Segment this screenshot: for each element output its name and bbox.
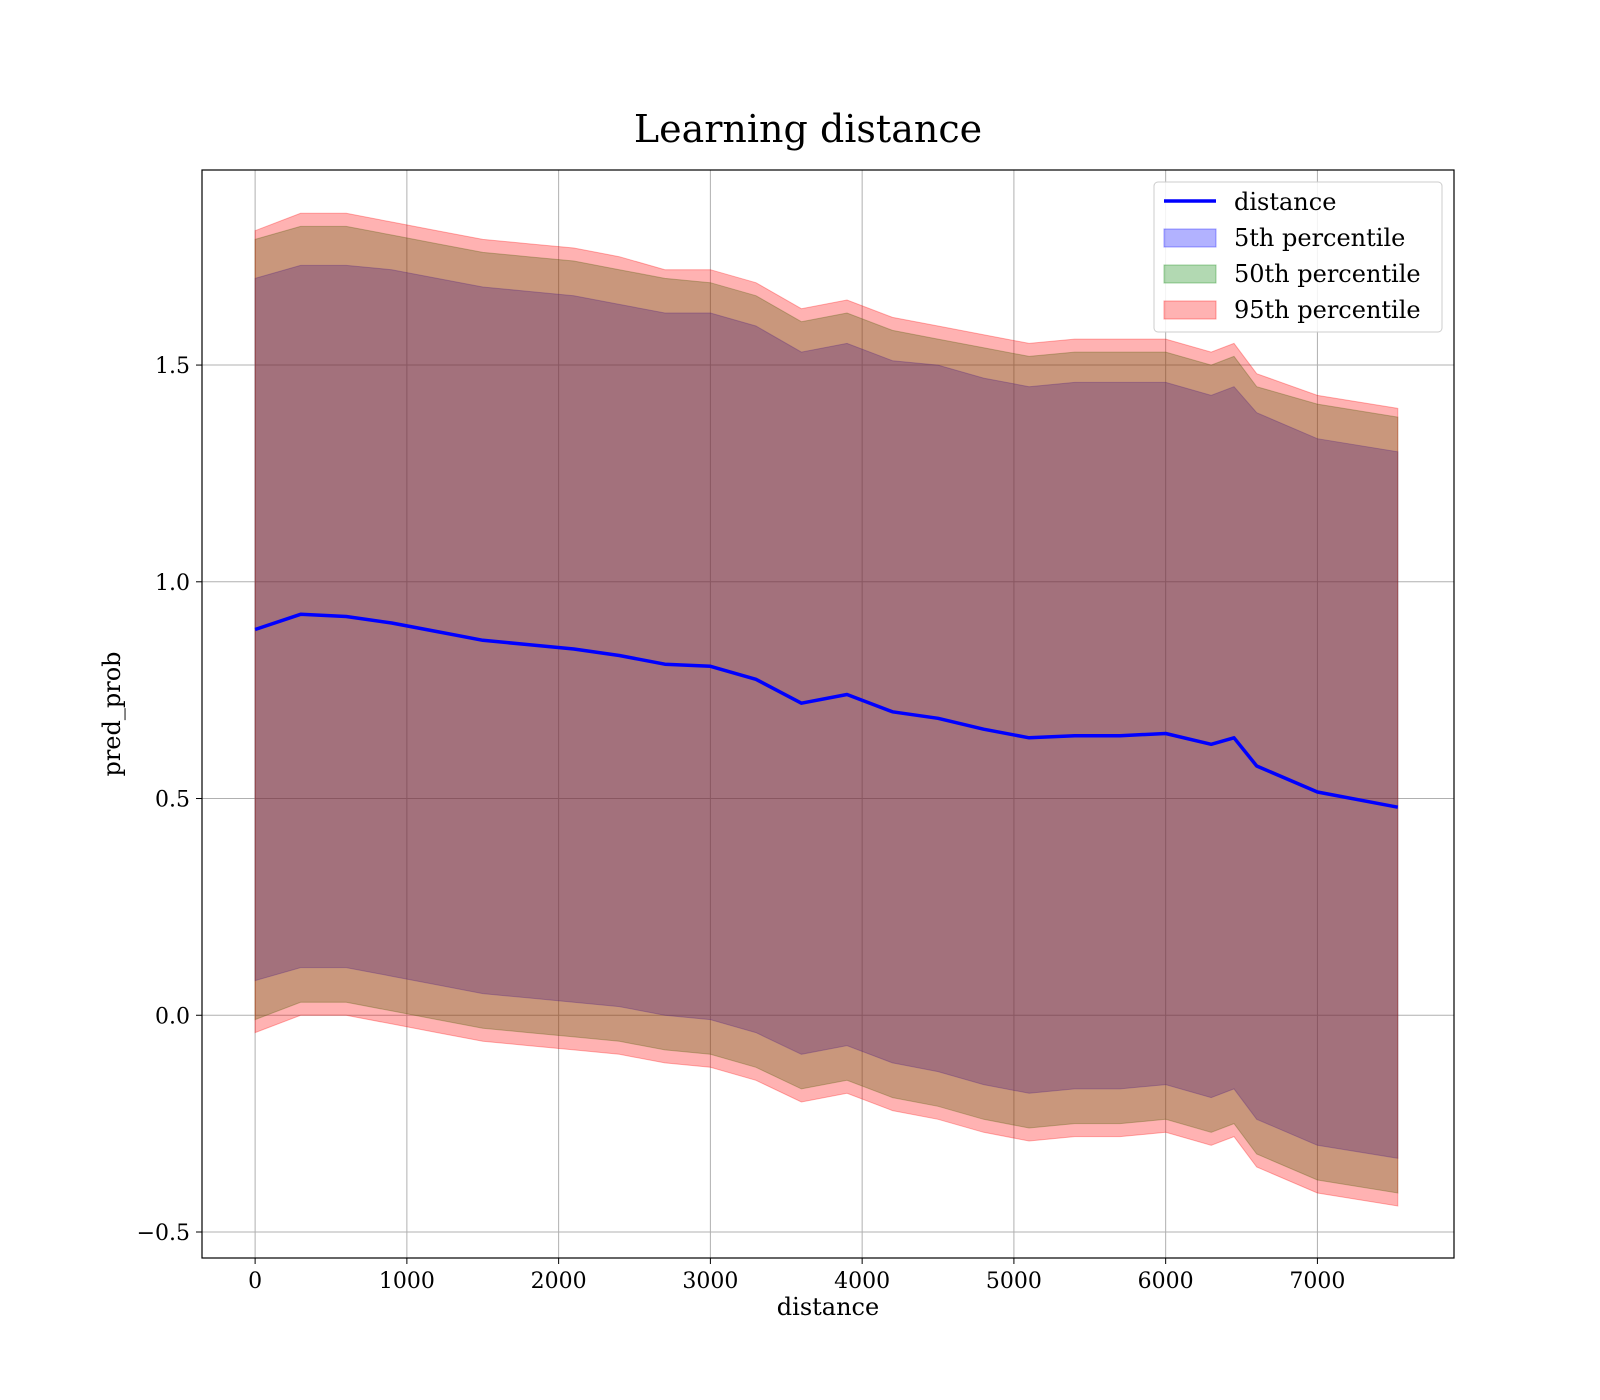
x-tick-label: 3000 <box>682 1269 738 1294</box>
x-tick-label: 4000 <box>834 1269 890 1294</box>
band-5th-percentile <box>254 264 1399 1159</box>
legend-swatch-5th-percentile <box>1163 228 1217 248</box>
x-tick-label: 7000 <box>1289 1269 1345 1294</box>
y-tick-label: 1.0 <box>155 571 190 596</box>
x-tick-label: 2000 <box>531 1269 587 1294</box>
distance-line-layer <box>254 612 1399 809</box>
legend-label-distance: distance <box>1234 188 1336 216</box>
legend-label-5th-percentile: 5th percentile <box>1234 224 1405 252</box>
y-tick-label: 0.0 <box>155 1004 190 1029</box>
legend: distance 5th percentile 50th percentile … <box>1153 181 1443 333</box>
grid <box>202 170 1454 1258</box>
x-tick-label: 1000 <box>379 1269 435 1294</box>
x-tick-label: 5000 <box>986 1269 1042 1294</box>
x-tick-label: 0 <box>248 1269 262 1294</box>
y-tick-label: 0.5 <box>155 788 190 813</box>
plot-frame <box>201 169 1455 1259</box>
y-axis-label: pred_prob <box>98 651 126 776</box>
band-95th-percentile <box>254 212 1399 1207</box>
legend-label-95th-percentile: 95th percentile <box>1234 296 1421 324</box>
line-distance <box>254 612 1399 809</box>
x-axis-label: distance <box>777 1293 879 1321</box>
chart-title: Learning distance <box>634 107 982 151</box>
legend-swatch-95th-percentile <box>1163 300 1217 320</box>
y-tick-label: −0.5 <box>137 1221 190 1246</box>
band-50th-percentile <box>254 225 1399 1194</box>
y-tick-label: 1.5 <box>155 354 190 379</box>
x-axis-ticks: 0 1000 2000 3000 4000 5000 6000 7000 <box>248 1258 1345 1294</box>
legend-swatch-50th-percentile <box>1163 264 1217 284</box>
x-tick-label: 6000 <box>1138 1269 1194 1294</box>
legend-box <box>1153 181 1443 333</box>
y-axis-ticks: −0.5 0.0 0.5 1.0 1.5 <box>137 354 202 1246</box>
legend-label-50th-percentile: 50th percentile <box>1234 260 1421 288</box>
percentile-bands <box>254 212 1399 1207</box>
